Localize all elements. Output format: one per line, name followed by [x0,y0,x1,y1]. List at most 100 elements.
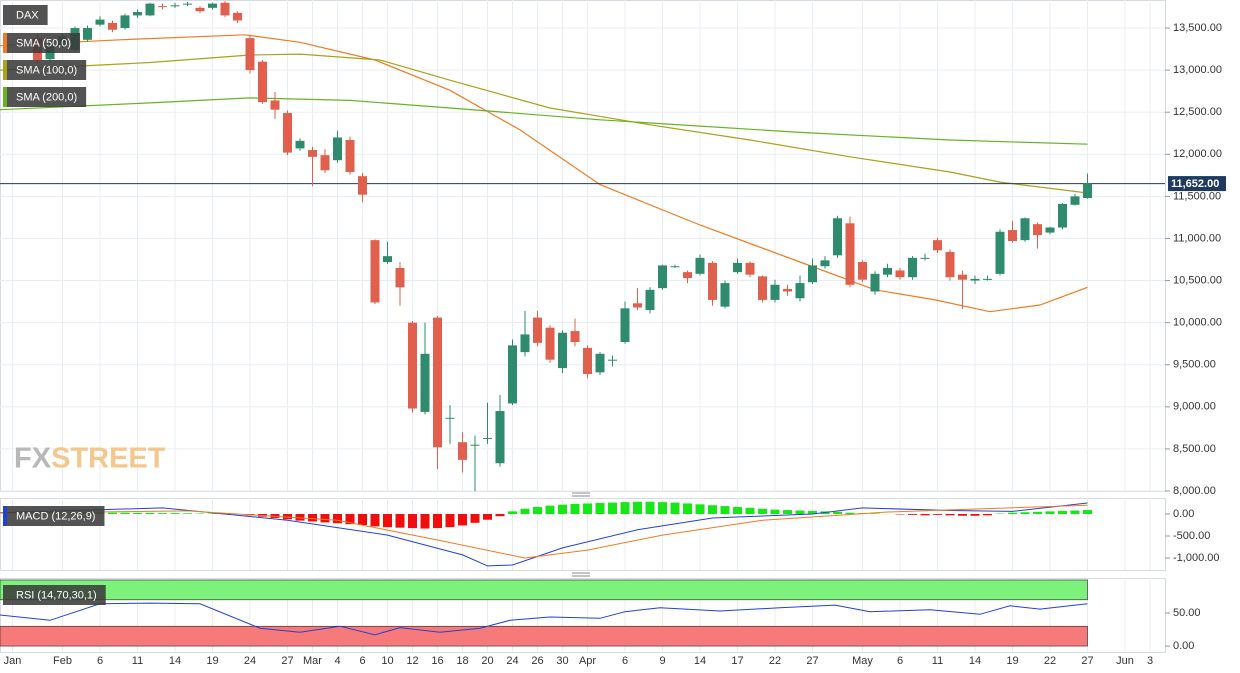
x-tick-label: 19 [206,655,218,667]
histogram-bar [1008,512,1017,515]
x-tick-label: 20 [481,655,493,667]
x-tick-label: 11 [932,655,943,667]
candle-body [520,334,530,353]
legend-box [3,506,105,526]
histogram-bar [620,502,630,515]
x-tick-label: 12 [406,655,418,667]
histogram-bar [445,514,455,528]
candle-body [83,28,92,40]
candle-body [958,274,967,280]
candle-body [233,12,242,21]
candle-body [420,353,430,412]
candle-body [645,289,655,311]
sma-line [0,34,1088,313]
histogram-bar [558,504,567,515]
x-tick-label: 27 [281,655,293,667]
histogram-bar [633,501,642,515]
histogram-bar [133,512,142,515]
x-tick-label: May [852,655,873,667]
candle-body [145,3,155,16]
x-tick-label: 6 [897,655,903,667]
candle-body [883,267,892,275]
legend-label: MACD (12,26,9) [16,510,95,522]
x-tick-label: 10 [381,655,393,667]
x-tick-label: 17 [731,655,743,667]
x-tick-label: 3 [1147,655,1153,667]
x-tick-label: 14 [694,655,706,667]
histogram-bar [733,506,742,515]
y-tick-label: 10,500.00 [1173,274,1222,286]
candle-body [608,359,617,361]
legend-box [3,5,48,25]
legend-swatch [3,506,7,526]
candle-body [358,176,367,195]
histogram-bar [295,514,305,521]
candle-body [1070,196,1080,205]
sma-line [0,97,1088,145]
histogram-bar [595,503,605,515]
candle-body [333,137,342,161]
candle-body [558,332,567,369]
histogram-bar [670,502,680,515]
candle-body [795,283,805,299]
histogram-bar [720,506,730,515]
histogram-bar [420,514,430,529]
x-tick-label: 16 [431,655,443,667]
histogram-bar [1020,512,1030,515]
candle-body [733,262,742,273]
candle-body [433,317,442,448]
candle-body [595,353,605,373]
candle-body [533,317,542,343]
y-tick-label: -500.00 [1173,530,1210,542]
histogram-bar [370,514,380,527]
rsi-band [0,579,1088,601]
y-tick-label: 12,000.00 [1173,148,1222,160]
candle-body [545,327,555,360]
legend-label: RSI (14,70,30,1) [16,589,97,601]
histogram-bar [495,514,505,517]
candle-body [983,278,992,280]
y-tick-label: 8,000.00 [1173,485,1216,497]
candle-body [133,12,142,16]
x-tick-label: 4 [334,655,340,667]
histogram-bar [1045,511,1055,515]
candle-body [820,260,830,267]
histogram-bar [683,503,692,515]
candle-body [583,347,592,374]
candle-body [245,38,255,71]
histogram-bar [520,508,530,515]
histogram-bar [108,512,117,515]
candle-body [658,265,667,289]
y-tick-label: -1,000.00 [1173,552,1219,564]
x-tick-label: 22 [1044,655,1056,667]
histogram-bar [170,513,180,515]
candle-body [1033,224,1042,236]
legend-label: SMA (50,0) [16,37,71,49]
candle-body [445,417,455,419]
legend-label: SMA (100,0) [16,64,77,76]
candle-body [383,256,392,263]
histogram-bar [745,507,755,515]
panel-frame [0,0,1166,492]
watermark: FX [14,443,52,475]
candle-body [895,270,905,278]
histogram-bar [783,510,792,515]
candle-body [1008,230,1017,241]
y-tick-label: 8,500.00 [1173,443,1216,455]
macd-line [0,504,1088,559]
legend-box [3,33,81,53]
y-tick-label: 13,000.00 [1173,64,1222,76]
macd-line [0,502,1088,567]
histogram-bar [833,511,842,515]
candle-body [320,155,330,171]
y-tick-label: 0.00 [1173,508,1194,520]
histogram-bar [933,514,942,515]
candle-body [483,437,492,439]
x-tick-label: 6 [622,655,628,667]
y-tick-label: 11,000.00 [1173,232,1221,244]
x-tick-label: 22 [769,655,781,667]
x-tick-label: 6 [359,655,365,667]
candle-body [633,303,642,308]
candle-body [208,3,217,8]
